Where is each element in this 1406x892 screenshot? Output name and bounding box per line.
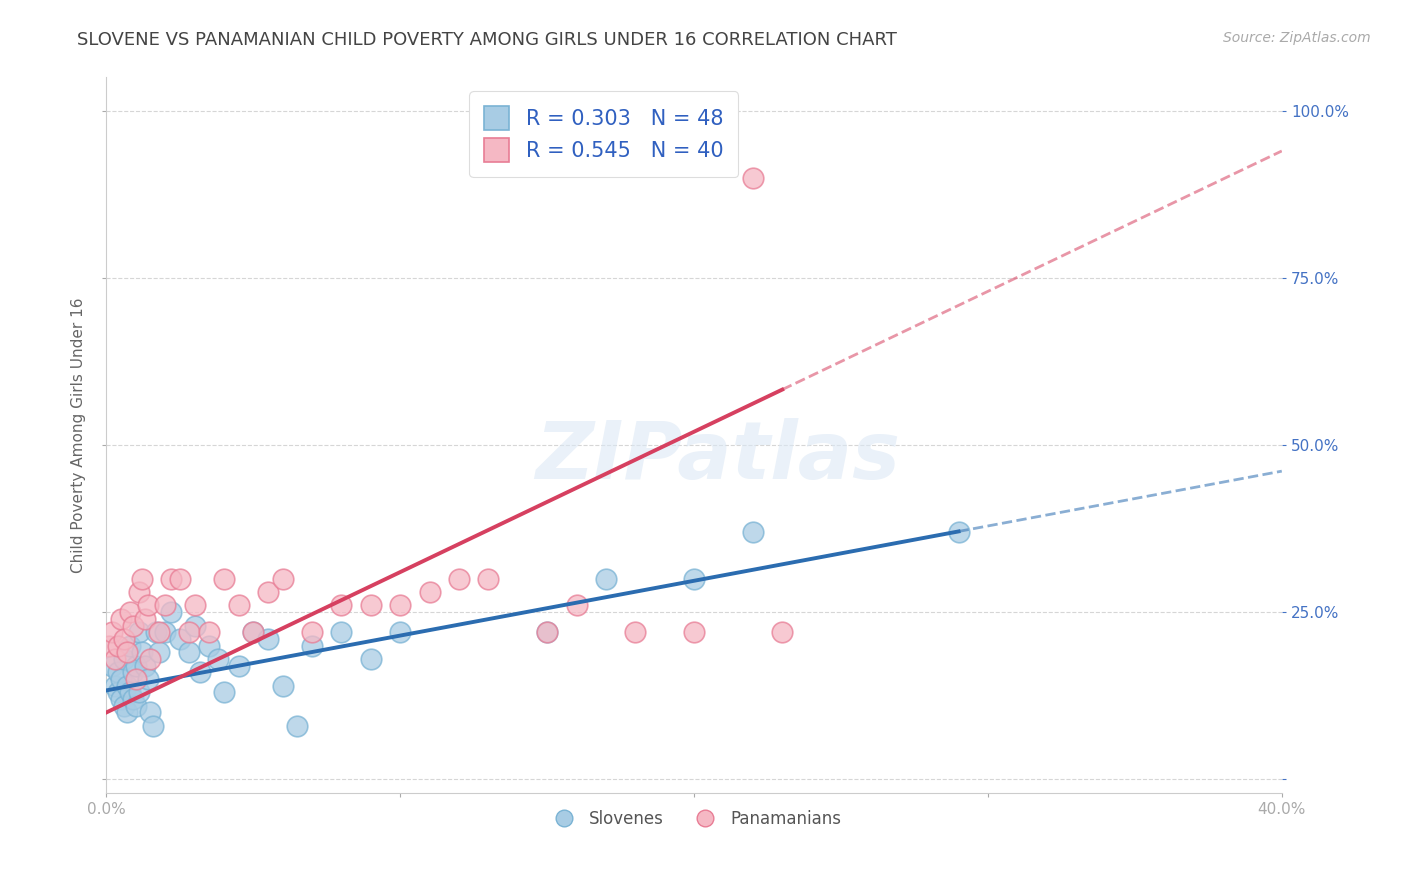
- Point: [287, 719, 309, 733]
- Point: [271, 572, 294, 586]
- Point: [477, 572, 499, 586]
- Point: [160, 572, 183, 586]
- Y-axis label: Child Poverty Among Girls Under 16: Child Poverty Among Girls Under 16: [72, 297, 86, 573]
- Point: [183, 618, 205, 632]
- Point: [360, 652, 382, 666]
- Point: [330, 599, 353, 613]
- Point: [136, 599, 159, 613]
- Point: [134, 658, 156, 673]
- Point: [128, 585, 150, 599]
- Point: [125, 672, 148, 686]
- Text: Source: ZipAtlas.com: Source: ZipAtlas.com: [1223, 31, 1371, 45]
- Point: [110, 672, 132, 686]
- Point: [198, 625, 221, 640]
- Point: [118, 605, 141, 619]
- Text: SLOVENE VS PANAMANIAN CHILD POVERTY AMONG GIRLS UNDER 16 CORRELATION CHART: SLOVENE VS PANAMANIAN CHILD POVERTY AMON…: [77, 31, 897, 49]
- Point: [118, 685, 141, 699]
- Point: [198, 639, 221, 653]
- Point: [110, 612, 132, 626]
- Point: [121, 665, 143, 680]
- Point: [212, 685, 235, 699]
- Point: [536, 625, 558, 640]
- Point: [104, 679, 127, 693]
- Point: [419, 585, 441, 599]
- Point: [595, 572, 617, 586]
- Point: [242, 625, 264, 640]
- Point: [177, 625, 200, 640]
- Point: [128, 625, 150, 640]
- Point: [389, 599, 412, 613]
- Point: [121, 618, 143, 632]
- Point: [447, 572, 470, 586]
- Point: [125, 698, 148, 713]
- Point: [683, 572, 706, 586]
- Point: [160, 605, 183, 619]
- Point: [271, 679, 294, 693]
- Point: [107, 665, 129, 680]
- Point: [190, 665, 212, 680]
- Point: [112, 698, 135, 713]
- Point: [169, 632, 191, 646]
- Point: [624, 625, 647, 640]
- Point: [212, 572, 235, 586]
- Point: [128, 685, 150, 699]
- Point: [101, 658, 124, 673]
- Point: [301, 625, 323, 640]
- Point: [153, 599, 176, 613]
- Point: [148, 645, 170, 659]
- Point: [169, 572, 191, 586]
- Point: [148, 625, 170, 640]
- Point: [741, 524, 763, 539]
- Text: ZIPatlas: ZIPatlas: [536, 417, 900, 495]
- Point: [770, 625, 793, 640]
- Point: [360, 599, 382, 613]
- Point: [134, 612, 156, 626]
- Point: [139, 652, 162, 666]
- Point: [112, 632, 135, 646]
- Point: [153, 625, 176, 640]
- Point: [301, 639, 323, 653]
- Point: [104, 652, 127, 666]
- Point: [139, 706, 162, 720]
- Point: [131, 645, 153, 659]
- Point: [536, 625, 558, 640]
- Point: [257, 632, 280, 646]
- Point: [330, 625, 353, 640]
- Point: [115, 679, 138, 693]
- Point: [207, 652, 229, 666]
- Point: [145, 625, 167, 640]
- Point: [142, 719, 165, 733]
- Point: [121, 692, 143, 706]
- Point: [565, 599, 588, 613]
- Point: [118, 639, 141, 653]
- Point: [107, 685, 129, 699]
- Point: [389, 625, 412, 640]
- Point: [257, 585, 280, 599]
- Point: [98, 639, 121, 653]
- Point: [228, 599, 250, 613]
- Legend: Slovenes, Panamanians: Slovenes, Panamanians: [540, 803, 848, 834]
- Point: [115, 706, 138, 720]
- Point: [228, 658, 250, 673]
- Point: [115, 645, 138, 659]
- Point: [183, 599, 205, 613]
- Point: [948, 524, 970, 539]
- Point: [101, 625, 124, 640]
- Point: [125, 658, 148, 673]
- Point: [683, 625, 706, 640]
- Point: [741, 170, 763, 185]
- Point: [131, 572, 153, 586]
- Point: [242, 625, 264, 640]
- Point: [112, 652, 135, 666]
- Point: [110, 692, 132, 706]
- Point: [177, 645, 200, 659]
- Point: [107, 639, 129, 653]
- Point: [136, 672, 159, 686]
